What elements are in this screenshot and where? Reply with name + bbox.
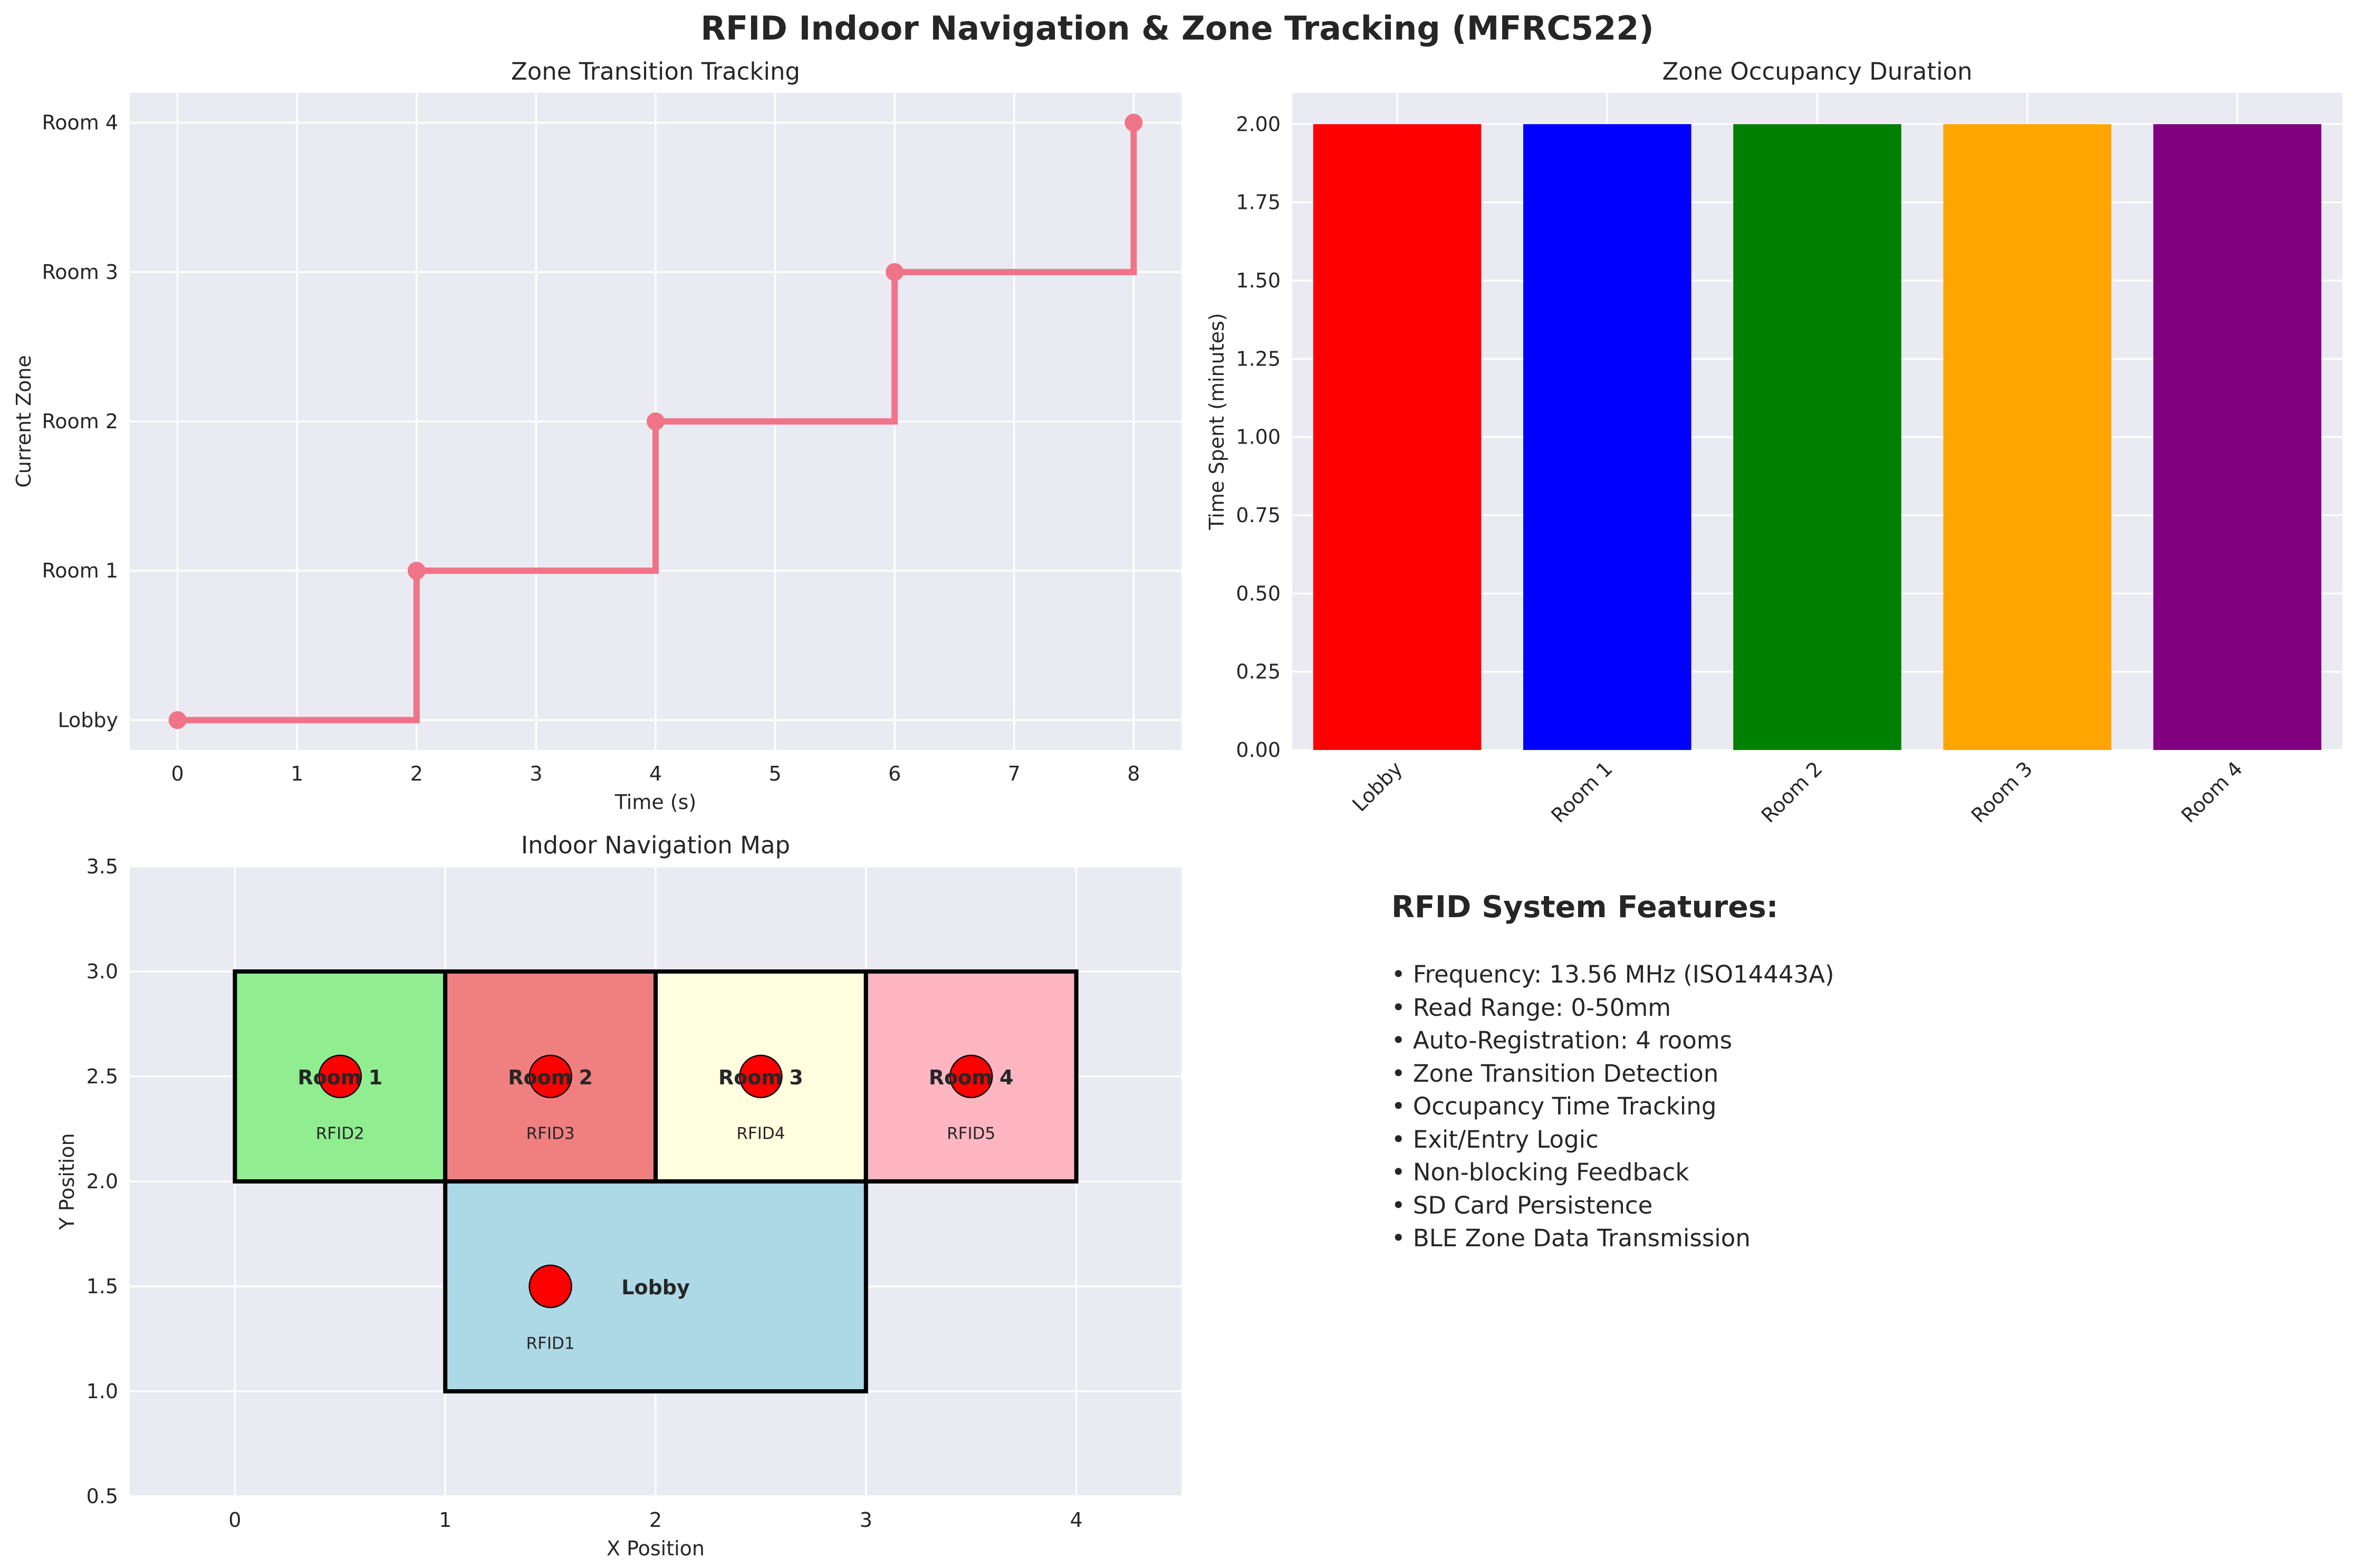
x-tick-label: Room 3 <box>1967 757 2037 827</box>
y-tick-label: Lobby <box>58 708 118 732</box>
x-tick-label: Room 2 <box>1757 757 1827 827</box>
x-tick-label: 2 <box>410 762 423 785</box>
feature-item: • BLE Zone Data Transmission <box>1391 1224 1751 1252</box>
rfid-label: RFID1 <box>526 1334 575 1353</box>
y-tick-label: Room 1 <box>42 559 118 582</box>
rfid-label: RFID4 <box>736 1124 785 1143</box>
y-tick-label: 1.0 <box>86 1380 118 1403</box>
feature-item: • SD Card Persistence <box>1391 1191 1653 1219</box>
x-tick-label: 7 <box>1008 762 1021 785</box>
feature-item: • Auto-Registration: 4 rooms <box>1391 1026 1733 1054</box>
y-tick-label: 2.0 <box>86 1170 118 1193</box>
x-tick-label: 4 <box>649 762 662 785</box>
x-tick-label: 2 <box>649 1508 662 1532</box>
bar-room-4 <box>2153 124 2322 750</box>
zone-point <box>407 562 426 580</box>
bar-lobby <box>1313 124 1482 750</box>
feature-item: • Occupancy Time Tracking <box>1391 1092 1717 1120</box>
x-tick-label: 5 <box>768 762 781 785</box>
x-axis-label-map: X Position <box>607 1537 705 1560</box>
y-tick-label: 2.5 <box>86 1065 118 1088</box>
x-tick-label: 0 <box>228 1508 241 1532</box>
room-label: Room 2 <box>508 1066 593 1089</box>
room-label: Lobby <box>621 1276 690 1299</box>
x-tick-label: Room 4 <box>2177 757 2247 827</box>
feature-item: • Read Range: 0-50mm <box>1391 993 1671 1022</box>
x-tick-label: 6 <box>888 762 901 785</box>
y-tick-label: 0.75 <box>1236 504 1281 527</box>
x-tick-label: 8 <box>1127 762 1140 785</box>
y-tick-label: 0.50 <box>1236 582 1281 605</box>
y-tick-label: 0.00 <box>1236 738 1281 762</box>
bar-room-3 <box>1943 124 2111 750</box>
y-tick-label: Room 2 <box>42 410 118 433</box>
x-tick-label: Lobby <box>1348 757 1407 816</box>
y-tick-label: 1.75 <box>1236 191 1281 214</box>
figure-title: RFID Indoor Navigation & Zone Tracking (… <box>700 9 1654 47</box>
chart-title-occupancy: Zone Occupancy Duration <box>1662 57 1972 85</box>
features-panel: RFID System Features: • Frequency: 13.56… <box>1391 886 2288 1255</box>
y-tick-label: 1.00 <box>1236 426 1281 449</box>
chart-title-map: Indoor Navigation Map <box>521 831 790 859</box>
x-axis-label-zone-transition: Time (s) <box>614 791 697 814</box>
x-tick-label: 0 <box>171 762 184 785</box>
y-tick-label: 1.50 <box>1236 269 1281 292</box>
rfid-tag-marker <box>739 1054 783 1099</box>
zone-point <box>647 412 665 430</box>
x-tick-label: 1 <box>291 762 303 785</box>
y-axis-label-occupancy: Time Spent (minutes) <box>1205 313 1228 530</box>
rfid-label: RFID3 <box>526 1124 575 1143</box>
y-tick-label: 0.5 <box>86 1485 118 1508</box>
y-tick-label: Room 3 <box>42 261 118 284</box>
y-tick-label: Room 4 <box>42 111 118 134</box>
rfid-label: RFID2 <box>316 1124 364 1143</box>
room-label: Room 1 <box>297 1066 382 1089</box>
features-title: RFID System Features: <box>1391 890 1779 925</box>
rfid-tag-marker <box>528 1054 572 1099</box>
x-tick-label: Room 1 <box>1546 757 1617 827</box>
feature-item: • Non-blocking Feedback <box>1391 1158 1689 1186</box>
rfid-tag-marker <box>528 1264 572 1309</box>
rfid-tag-marker <box>318 1054 362 1099</box>
y-axis-label-zone-transition: Current Zone <box>12 355 35 488</box>
x-tick-label: 1 <box>439 1508 451 1532</box>
room-label: Room 3 <box>718 1066 803 1089</box>
room-lobby <box>443 1179 868 1393</box>
zone-point <box>1124 113 1143 132</box>
chart-title-zone-transition: Zone Transition Tracking <box>511 57 800 85</box>
y-tick-label: 3.0 <box>86 960 118 983</box>
rfid-tag-marker <box>949 1054 993 1099</box>
y-tick-label: 1.25 <box>1236 347 1281 370</box>
room-label: Room 4 <box>929 1066 1014 1089</box>
x-tick-label: 4 <box>1070 1508 1083 1532</box>
features-list: • Frequency: 13.56 MHz (ISO14443A) • Read… <box>1391 958 2288 1255</box>
y-axis-label-map: Y Position <box>55 1133 79 1230</box>
feature-item: • Zone Transition Detection <box>1391 1059 1719 1088</box>
zone-point <box>168 711 187 729</box>
rfid-label: RFID5 <box>947 1124 995 1143</box>
x-tick-label: 3 <box>530 762 542 785</box>
y-tick-label: 0.25 <box>1236 660 1281 684</box>
y-tick-label: 3.5 <box>86 855 118 878</box>
feature-item: • Exit/Entry Logic <box>1391 1125 1599 1153</box>
x-tick-label: 3 <box>860 1508 872 1532</box>
feature-item: • Frequency: 13.56 MHz (ISO14443A) <box>1391 960 1834 988</box>
bar-room-1 <box>1523 124 1691 750</box>
y-tick-label: 1.5 <box>86 1275 118 1298</box>
zone-point <box>886 263 904 281</box>
y-tick-label: 2.00 <box>1236 112 1281 136</box>
bar-room-2 <box>1733 124 1901 750</box>
